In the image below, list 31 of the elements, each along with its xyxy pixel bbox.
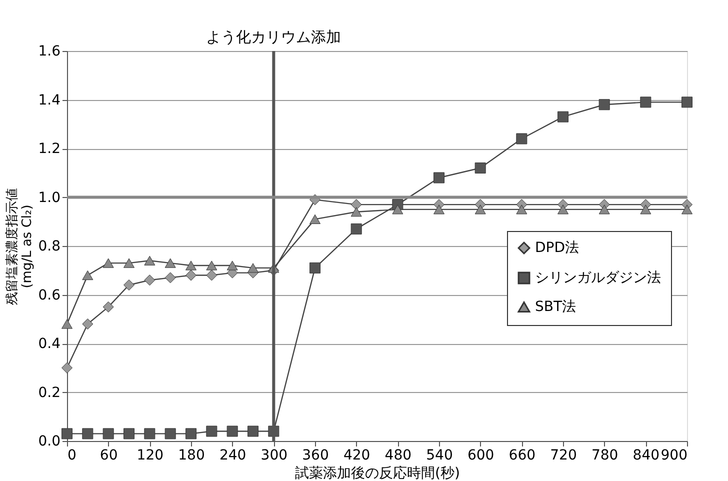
y-tick-label: 0.4	[38, 336, 61, 352]
x-tick-label: 420	[343, 448, 370, 464]
legend-label: DPD法	[535, 240, 580, 256]
legend-label: SBT法	[535, 299, 576, 315]
x-tick-label: 780	[591, 448, 618, 464]
x-tick-label: 600	[467, 448, 494, 464]
y-tick-label: 1.6	[38, 44, 61, 60]
y-tick-label: 0.8	[38, 238, 60, 254]
legend-label: シリンガルダジン法	[535, 270, 661, 286]
x-axis-title: 試薬添加後の反応時間(秒)	[295, 466, 460, 481]
x-tick-label: 0	[68, 448, 76, 464]
y-tick-label: 0.6	[38, 287, 61, 304]
y-tick-label: 0.0	[38, 434, 60, 450]
x-tick-label: 120	[136, 448, 164, 464]
y-tick-label: 1.0	[38, 190, 60, 206]
y-tick-label: 0.2	[38, 384, 60, 401]
x-tick-label: 300	[260, 448, 288, 464]
y-axis-title: 残留塩素濃度指示値 (mg/L as Cl₂)	[4, 188, 36, 305]
x-tick-label: 360	[302, 448, 329, 464]
x-tick-label: 900	[660, 448, 688, 464]
x-tick-label: 540	[426, 448, 453, 464]
ref-line-label: よう化カリウム添加	[206, 28, 342, 46]
x-tick-label: 720	[550, 448, 577, 464]
x-tick-label: 840	[632, 448, 660, 464]
y-tick-label: 1.4	[38, 92, 61, 108]
x-tick-label: 660	[508, 448, 536, 464]
y-tick-label: 1.2	[38, 141, 60, 157]
x-tick-label: 480	[384, 448, 412, 464]
x-tick-label: 60	[100, 448, 118, 464]
x-tick-label: 180	[178, 448, 205, 464]
x-tick-label: 240	[219, 448, 246, 464]
